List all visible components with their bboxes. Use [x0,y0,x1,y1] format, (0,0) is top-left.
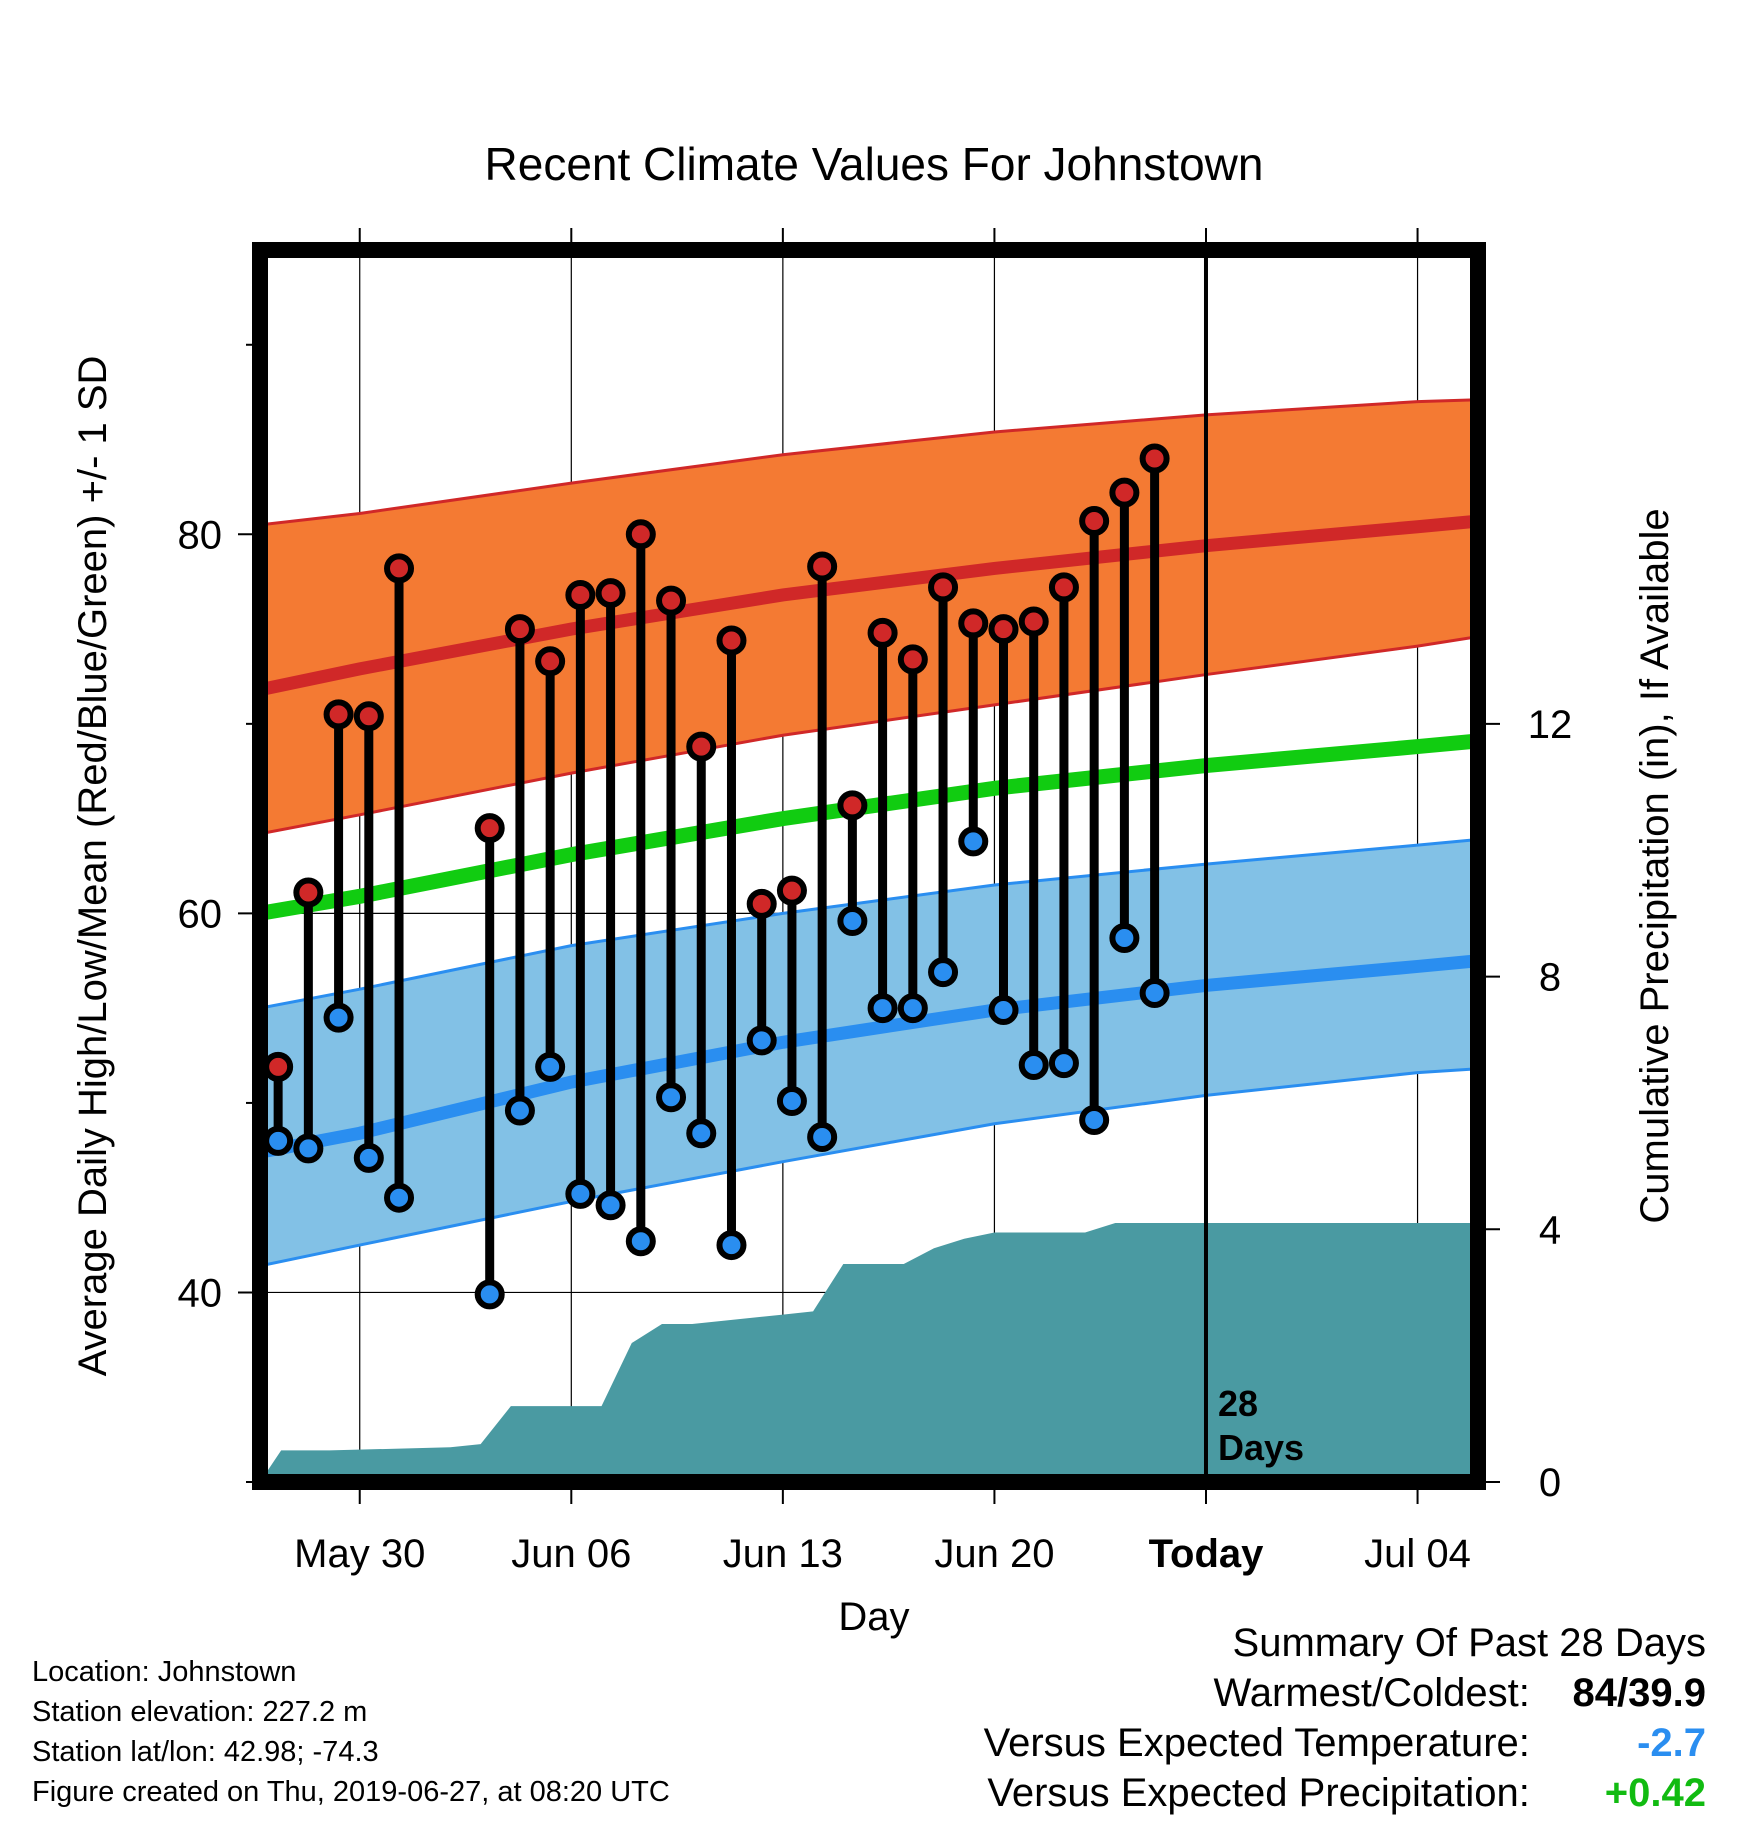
x-tick-label: Jun 06 [511,1532,631,1576]
daily-low-marker [595,1190,626,1221]
x-axis-label: Day [838,1595,909,1639]
y-tick-label: 40 [178,1271,223,1315]
y2-tick-label: 4 [1539,1208,1561,1252]
precip-anomaly-row: Versus Expected Precipitation: +0.42 [984,1768,1706,1818]
daily-low-marker [988,995,1019,1026]
daily-low-marker [686,1118,717,1149]
precip-anomaly-value: +0.42 [1604,1771,1706,1815]
daily-high-marker [988,614,1019,645]
daily-low-marker [323,1002,354,1033]
daily-high-marker [807,551,838,582]
daily-low-marker [293,1133,324,1164]
y2-axis-label: Cumulative Precipitation (in), If Availa… [1633,508,1677,1223]
daily-high-marker [1018,606,1049,637]
latlon-text: Station lat/lon: 42.98; -74.3 [32,1736,379,1768]
y2-tick-label: 12 [1528,703,1573,747]
daily-high-marker [776,875,807,906]
y2-tick-label: 8 [1539,956,1561,1000]
daily-low-marker [837,905,868,936]
daily-low-marker [384,1182,415,1213]
daily-high-marker [1048,572,1079,603]
warmest-coldest-row: Warmest/Coldest: 84/39.9 [984,1668,1707,1718]
daily-low-marker [807,1122,838,1153]
x-tick-label: Jun 20 [934,1532,1054,1576]
daily-high-marker [293,877,324,908]
y-axis-label: Average Daily High/Low/Mean (Red/Blue/Gr… [71,356,115,1377]
summary-panel: Summary Of Past 28 Days Warmest/Coldest:… [984,1618,1706,1818]
daily-high-marker [746,888,777,919]
daily-low-marker [1048,1048,1079,1079]
daily-low-marker [776,1086,807,1117]
daily-high-marker [323,699,354,730]
daily-high-marker [263,1051,294,1082]
daily-low-marker [656,1082,687,1113]
station-info: Location: Johnstown Station elevation: 2… [32,1652,670,1812]
daily-low-marker [565,1178,596,1209]
daily-low-marker [263,1125,294,1156]
daily-low-marker [535,1051,566,1082]
chart-title: Recent Climate Values For Johnstown [485,138,1264,190]
plot-frame [252,242,1486,1490]
today-days-count: 28 [1218,1383,1258,1424]
warmest-coldest-label: Warmest/Coldest: [1213,1671,1530,1715]
daily-high-marker [625,519,656,550]
y-tick-label: 60 [178,892,223,936]
temp-anomaly-row: Versus Expected Temperature: -2.7 [984,1718,1706,1768]
location-text: Location: Johnstown [32,1656,297,1688]
daily-high-marker [928,572,959,603]
daily-low-marker [1109,923,1140,954]
x-tick-label: May 30 [294,1532,425,1576]
daily-low-marker [897,993,928,1024]
daily-low-marker [958,826,989,857]
warmest-coldest-value: 84/39.9 [1572,1671,1706,1715]
daily-high-marker [1079,506,1110,537]
daily-low-marker [716,1230,747,1261]
daily-high-marker [656,585,687,616]
daily-high-marker [565,579,596,610]
daily-high-marker [504,614,535,645]
daily-high-marker [837,790,868,821]
daily-high-marker [958,608,989,639]
daily-low-marker [353,1142,384,1173]
daily-high-marker [1109,477,1140,508]
daily-high-marker [686,731,717,762]
daily-high-marker [897,644,928,675]
low-lower-line [260,1067,1478,1268]
summary-title: Summary Of Past 28 Days [1232,1621,1706,1665]
high-sd-band [260,399,1478,834]
today-days-word: Days [1218,1427,1304,1468]
daily-low-marker [625,1226,656,1257]
daily-high-marker [535,646,566,677]
elevation-text: Station elevation: 227.2 m [32,1696,368,1728]
x-tick-label: Jun 13 [723,1532,843,1576]
daily-low-marker [867,993,898,1024]
daily-high-marker [474,813,505,844]
temp-anomaly-value: -2.7 [1637,1721,1706,1765]
high-upper-line [260,398,1478,527]
daily-low-marker [504,1095,535,1126]
daily-low-marker [1079,1104,1110,1135]
precip-area [260,1222,1478,1482]
x-tick-label: Today [1149,1532,1265,1576]
y-tick-label: 80 [178,513,223,557]
daily-low-marker [746,1025,777,1056]
daily-high-marker [1139,443,1170,474]
precip-anomaly-label: Versus Expected Precipitation: [987,1771,1530,1815]
daily-high-marker [353,701,384,732]
daily-low-marker [928,957,959,988]
daily-high-marker [867,617,898,648]
daily-low-marker [1018,1050,1049,1081]
temp-anomaly-label: Versus Expected Temperature: [983,1721,1530,1765]
daily-high-marker [384,553,415,584]
y2-tick-label: 0 [1539,1461,1561,1505]
created-text: Figure created on Thu, 2019-06-27, at 08… [32,1776,670,1808]
daily-low-marker [474,1279,505,1310]
x-tick-label: Jul 04 [1364,1532,1471,1576]
daily-low-marker [1139,977,1170,1008]
daily-high-marker [595,578,626,609]
daily-high-marker [716,625,747,656]
low-sd-band [260,839,1478,1266]
